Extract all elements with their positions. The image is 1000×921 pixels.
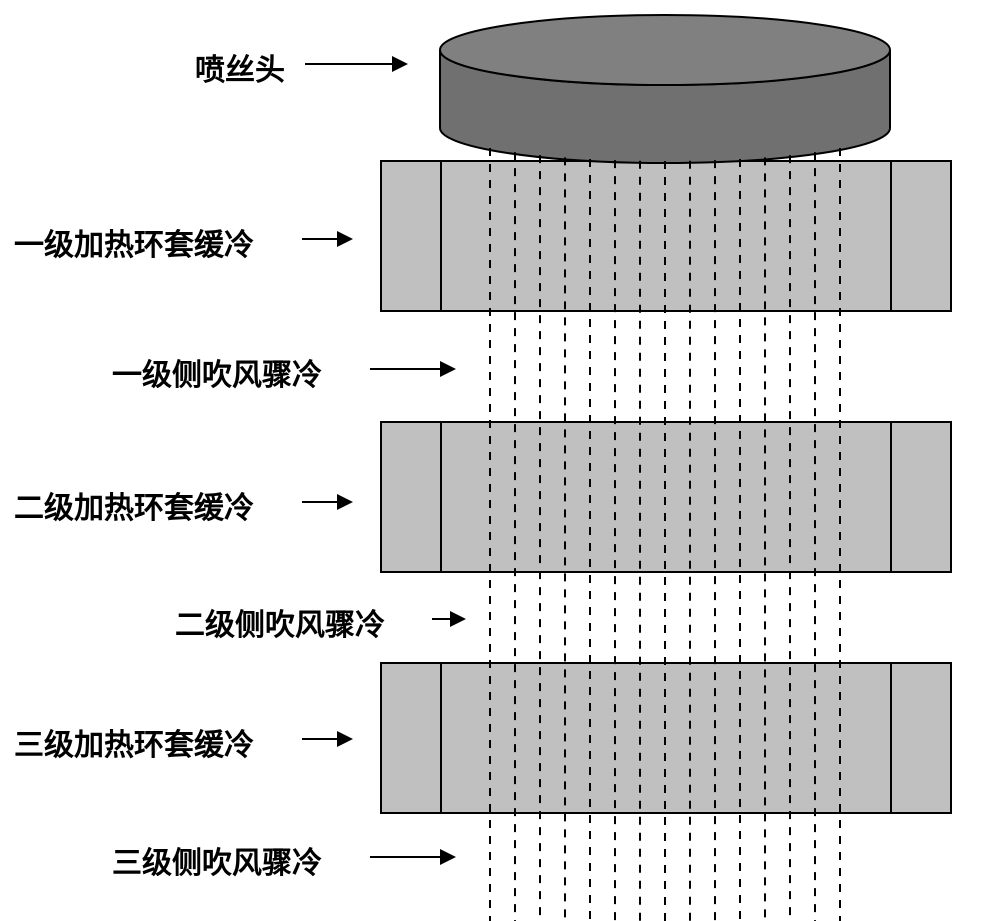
quench3-label: 三级侧吹风骤冷 — [112, 838, 322, 882]
spinneret-label-arrow — [305, 63, 406, 65]
spinneret-head — [437, 12, 893, 166]
heating-ring-stage-3 — [380, 662, 952, 814]
ring3-label: 三级加热环套缓冷 — [14, 720, 254, 764]
quench2-label-arrow — [432, 618, 464, 620]
quench1-label-arrow — [370, 368, 454, 370]
diagram-canvas: 喷丝头一级加热环套缓冷一级侧吹风骤冷二级加热环套缓冷二级侧吹风骤冷三级加热环套缓… — [0, 0, 1000, 921]
quench2-label: 二级侧吹风骤冷 — [175, 600, 385, 644]
ring2-label-arrow — [302, 501, 351, 503]
spinneret-label: 喷丝头 — [195, 45, 285, 89]
ring3-label-arrow — [302, 738, 351, 740]
heating-ring-stage-1 — [380, 160, 952, 312]
heating-ring-stage-2 — [380, 421, 952, 573]
quench1-label: 一级侧吹风骤冷 — [112, 350, 322, 394]
ring1-label-arrow — [302, 238, 351, 240]
ring2-label: 二级加热环套缓冷 — [14, 483, 254, 527]
quench3-label-arrow — [370, 856, 454, 858]
ring1-label: 一级加热环套缓冷 — [14, 220, 254, 264]
